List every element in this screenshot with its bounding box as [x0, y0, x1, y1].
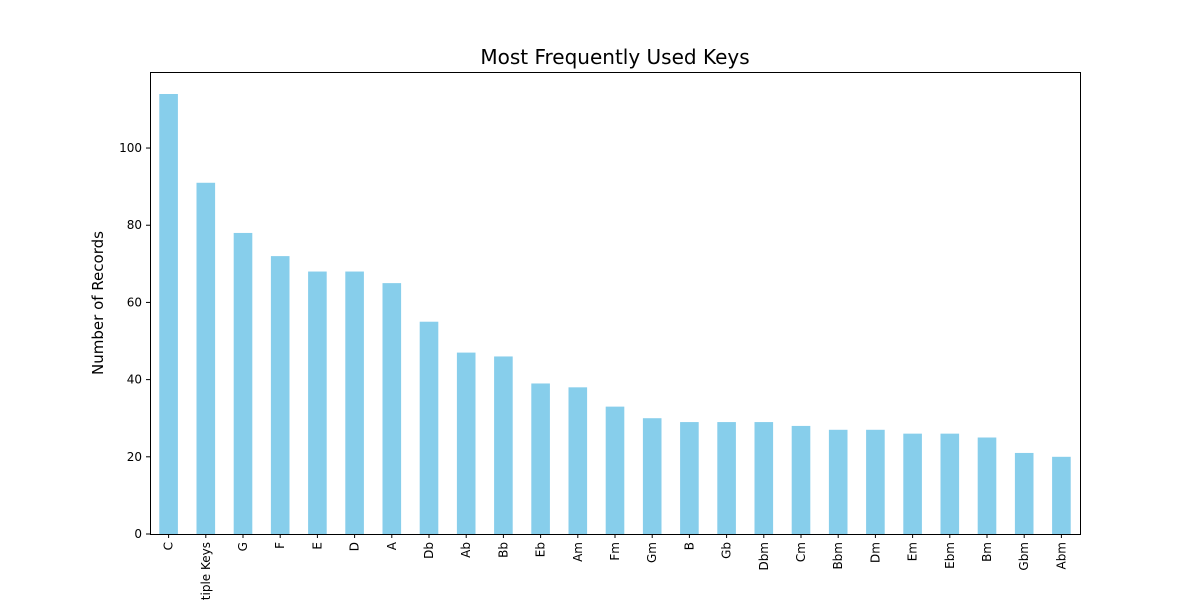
bar-ebm — [940, 433, 960, 534]
x-tick-label: Fm — [608, 542, 622, 561]
bar-cm — [791, 425, 811, 534]
bar-e — [308, 271, 327, 534]
x-tick-label: Gbm — [1017, 542, 1031, 571]
x-tick-label: E — [310, 542, 324, 550]
bar-dbm — [754, 422, 774, 534]
bar-dm — [866, 429, 885, 534]
x-tick-label: Em — [906, 542, 920, 561]
x-tick-label: G — [236, 542, 250, 551]
bars-group — [159, 94, 1071, 534]
x-tick-label: Am — [571, 542, 585, 562]
x-tick-label: C — [162, 542, 176, 550]
y-tick-label: 60 — [127, 295, 142, 309]
x-tick-label: Gm — [645, 542, 659, 563]
y-tick-label: 0 — [134, 527, 142, 541]
y-axis-label: Number of Records — [89, 231, 107, 375]
bar-bbm — [828, 429, 848, 534]
bar-gm — [642, 418, 662, 534]
bar-d — [345, 271, 364, 534]
x-tick-label: Ebm — [943, 542, 957, 569]
bar-a — [382, 283, 402, 534]
x-tick-label: A — [385, 541, 399, 550]
bar-f — [270, 256, 290, 534]
bar-em — [903, 433, 922, 534]
x-tick-label: Bbm — [831, 542, 845, 570]
x-tick-label: D — [348, 542, 362, 551]
bar-g — [233, 232, 253, 534]
y-tick-label: 80 — [127, 218, 142, 232]
bar-db — [419, 321, 439, 534]
x-tick-label: Db — [422, 542, 436, 559]
bar-ab — [456, 352, 476, 534]
x-tick-label: Multiple Keys — [199, 542, 213, 600]
bar-am — [568, 387, 588, 534]
x-tick-label: Cm — [794, 542, 808, 562]
chart-title: Most Frequently Used Keys — [480, 45, 749, 69]
x-tick-label: Eb — [534, 542, 548, 557]
bar-bm — [977, 437, 997, 534]
x-tick-label: Ab — [459, 542, 473, 558]
x-axis-ticks: C Multiple Keys G F E D A Db Ab Bb Eb Am Fm Gm B Gb Dbm C… — [162, 534, 1068, 600]
bar-fm — [605, 406, 625, 534]
bar-bb — [494, 356, 513, 534]
y-tick-label: 20 — [127, 450, 142, 464]
x-tick-label: Bm — [980, 542, 994, 562]
bar-abm — [1052, 456, 1071, 534]
x-tick-label: Gb — [720, 542, 734, 559]
bar-eb — [531, 383, 550, 534]
y-axis-ticks: 0 20 40 60 80 100 — [119, 141, 150, 541]
plot-frame — [150, 72, 1081, 535]
bar-b — [680, 422, 699, 534]
x-tick-label: Dm — [868, 542, 882, 563]
y-tick-label: 100 — [119, 141, 142, 155]
bar-c — [159, 94, 178, 534]
bar-gb — [717, 422, 736, 534]
y-tick-label: 40 — [127, 373, 142, 387]
x-tick-label: Dbm — [757, 542, 771, 571]
bar-multiple-keys — [196, 182, 216, 534]
x-tick-label: Abm — [1054, 542, 1068, 570]
bar-gbm — [1014, 452, 1034, 534]
x-tick-label: F — [273, 542, 287, 549]
x-tick-label: B — [682, 542, 696, 550]
x-tick-label: Bb — [496, 542, 510, 558]
